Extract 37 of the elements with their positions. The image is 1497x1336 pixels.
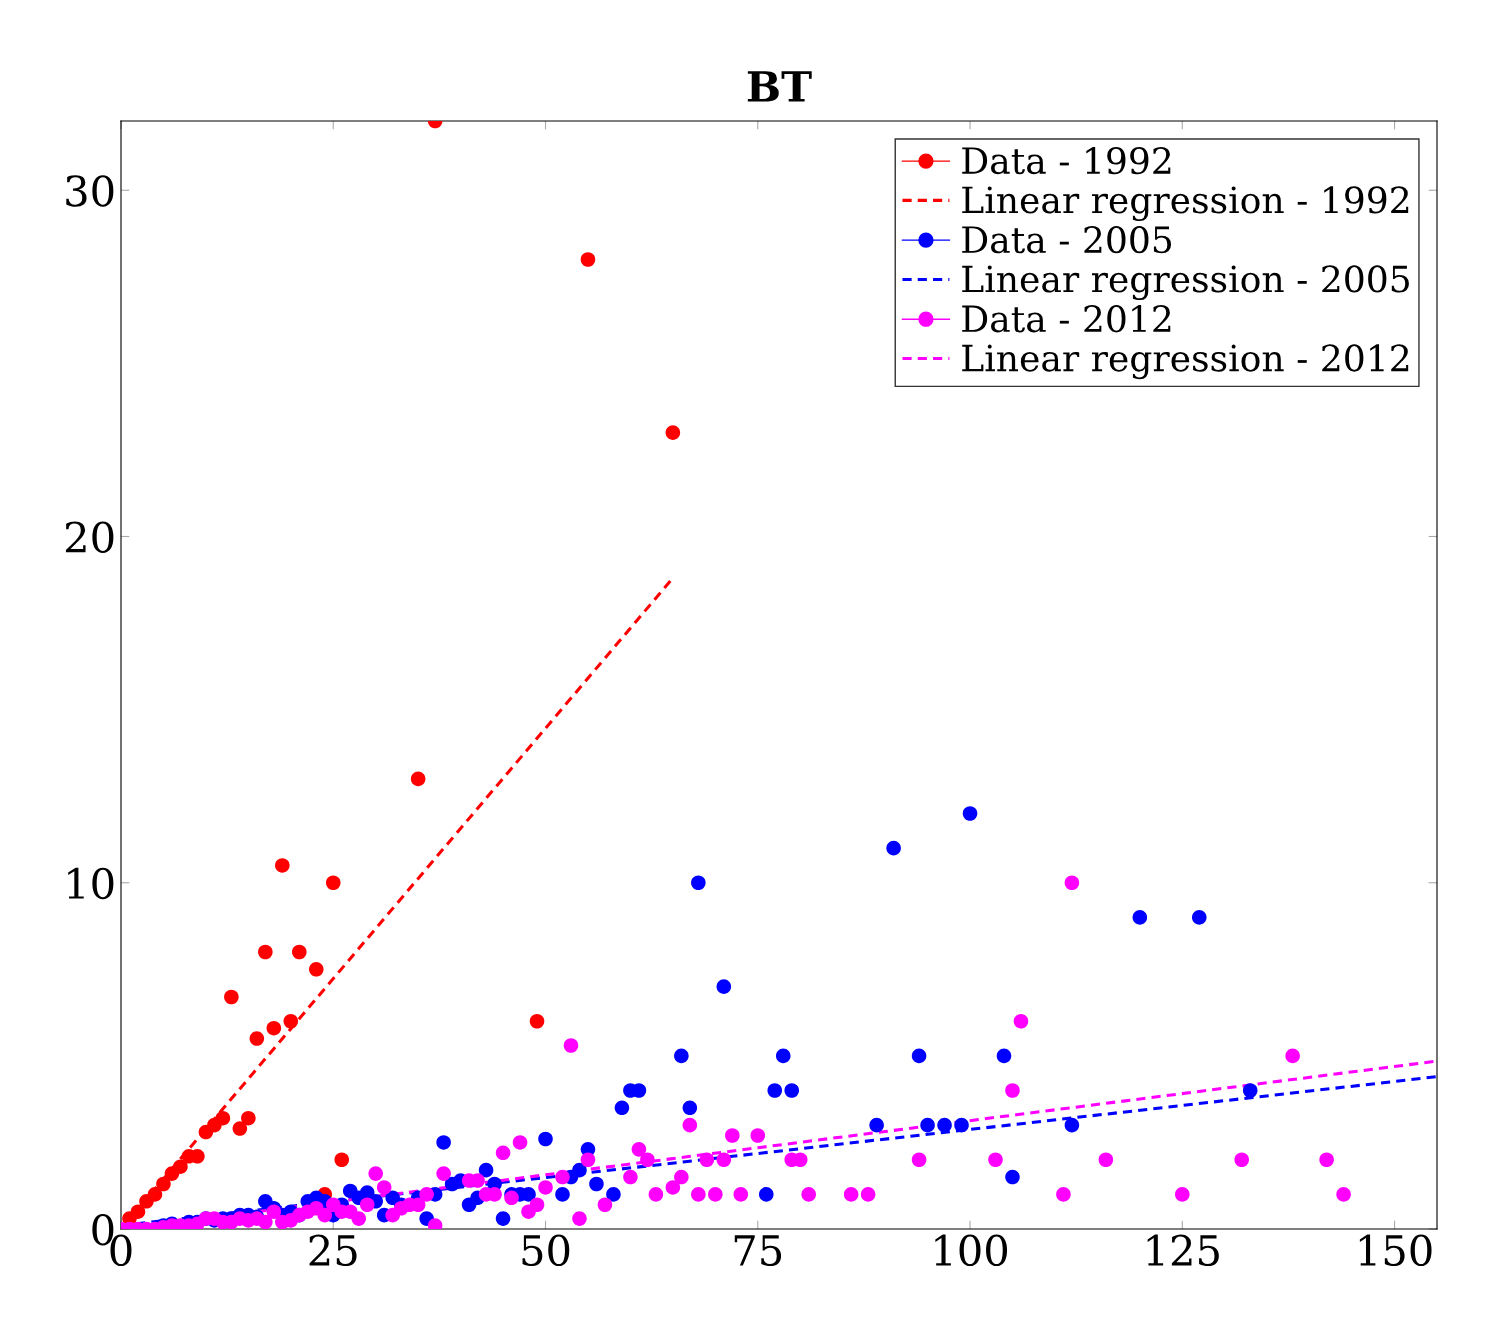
legend-label: Data - 2005 bbox=[962, 225, 1172, 254]
point bbox=[156, 1176, 171, 1192]
point bbox=[173, 1159, 188, 1174]
legend-label: Data - 2012 bbox=[962, 305, 1171, 333]
point bbox=[410, 771, 426, 787]
point bbox=[258, 944, 273, 960]
legend-label: Data - 1992 bbox=[962, 146, 1171, 175]
point bbox=[224, 989, 239, 1005]
legend-label: Linear regression - 2012 bbox=[962, 344, 1409, 380]
x-tick-label: 50 bbox=[522, 1234, 570, 1267]
point bbox=[580, 252, 596, 267]
x-tick-label: 150 bbox=[1359, 1234, 1432, 1267]
point bbox=[334, 1152, 350, 1168]
legend-label: Linear regression - 1992 bbox=[962, 186, 1409, 222]
point bbox=[308, 962, 324, 977]
point bbox=[266, 1020, 282, 1036]
point bbox=[232, 1121, 248, 1136]
x-tick-label: 75 bbox=[734, 1235, 782, 1267]
point bbox=[241, 1110, 256, 1126]
point bbox=[275, 858, 290, 873]
point bbox=[249, 1031, 265, 1046]
point bbox=[292, 944, 307, 960]
point bbox=[325, 875, 341, 891]
point bbox=[130, 1204, 146, 1219]
point bbox=[147, 1187, 163, 1202]
point bbox=[529, 1013, 545, 1029]
point bbox=[215, 1110, 231, 1126]
y-tick-label: 20 bbox=[65, 521, 114, 553]
y-tick-label: 30 bbox=[66, 175, 114, 207]
point bbox=[665, 425, 681, 440]
legend-label: Linear regression - 2005 bbox=[962, 265, 1409, 301]
x-tick-label: 100 bbox=[935, 1234, 1008, 1267]
x-tick-label: 125 bbox=[1147, 1234, 1219, 1267]
point bbox=[283, 1013, 299, 1029]
x-tick-label: 25 bbox=[309, 1234, 357, 1267]
chart-title: BT bbox=[747, 71, 812, 102]
y-tick-label: 10 bbox=[68, 867, 114, 900]
